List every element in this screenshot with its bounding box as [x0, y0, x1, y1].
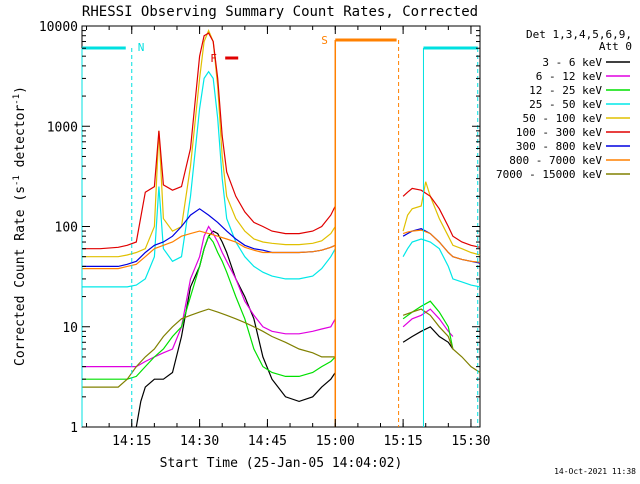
x-tick-label: 14:30 [180, 434, 219, 449]
series-line-7000-15000-kev-before-gap [82, 308, 336, 388]
marker-label-f: F [210, 52, 217, 65]
x-tick-label: 14:15 [112, 434, 151, 449]
legend-label-6-12-kev: 6 - 12 keV [536, 70, 603, 83]
y-axis-label-end: ) [13, 86, 28, 94]
legend-label-50-100-kev: 50 - 100 keV [523, 112, 603, 125]
x-tick-label: 15:00 [316, 434, 355, 449]
series-line-12-25-kev-after-gap [402, 300, 454, 350]
legend-label-300-800-kev: 300 - 800 keV [516, 140, 602, 153]
overlay-layer: N F S [81, 34, 479, 427]
legend-label-25-50-kev: 25 - 50 keV [529, 98, 602, 111]
y-axis-label: Corrected Count Rate (s-1 detector-1) [12, 86, 28, 366]
series-line-6-12-kev-before-gap [82, 225, 336, 368]
y-tick-label: 10000 [39, 20, 78, 35]
y-axis-label-sup2: -1 [12, 94, 22, 105]
y-tick-label: 100 [55, 221, 78, 236]
x-tick-label: 15:30 [451, 434, 490, 449]
chart-title: RHESSI Observing Summary Count Rates, Co… [82, 4, 478, 20]
series-line-100-300-kev-after-gap [402, 187, 481, 248]
series-line-50-100-kev-before-gap [82, 29, 336, 258]
series-line-3-6-kev-before-gap [135, 230, 336, 428]
legend-label-800-7000-kev: 800 - 7000 keV [509, 154, 602, 167]
y-axis-label-sup1: -1 [12, 175, 22, 186]
x-tick-label: 14:45 [248, 434, 287, 449]
legend-title-detectors: Det 1,3,4,5,6,9, [526, 28, 632, 41]
series-line-6-12-kev-after-gap [402, 308, 454, 337]
footer-timestamp: 14-Oct-2021 11:38 [554, 467, 636, 476]
tick-layer: 1 10 100 1000 10000 14:15 14:30 14:45 15:00 15:15… [39, 20, 491, 449]
marker-label-n: N [138, 41, 145, 54]
y-tick-label: 10 [62, 321, 78, 336]
series-line-7000-15000-kev-after-gap [402, 308, 481, 374]
legend-label-12-25-kev: 12 - 25 keV [529, 84, 602, 97]
series-line-12-25-kev-before-gap [82, 234, 336, 380]
y-axis-label-mid: detector [13, 105, 28, 176]
legend-label-3-6-kev: 3 - 6 keV [542, 56, 602, 69]
legend-label-7000-15000-kev: 7000 - 15000 keV [496, 168, 602, 181]
series-line-25-50-kev-before-gap [82, 70, 336, 288]
y-tick-label: 1000 [47, 120, 78, 135]
series-layer [82, 29, 481, 428]
series-line-50-100-kev-after-gap [402, 181, 481, 256]
marker-label-s: S [321, 34, 328, 47]
legend-title-attenuator: Att 0 [599, 40, 632, 53]
x-tick-label: 15:15 [384, 434, 423, 449]
plot-frame [81, 25, 481, 428]
series-line-25-50-kev-after-gap [402, 238, 481, 288]
series-line-800-7000-kev-after-gap [402, 229, 481, 263]
series-line-3-6-kev-after-gap [402, 326, 454, 350]
y-axis-label-start: Corrected Count Rate (s [13, 186, 28, 366]
y-tick-label: 1 [70, 421, 78, 436]
series-line-800-7000-kev-before-gap [82, 230, 336, 270]
series-line-100-300-kev-before-gap [82, 32, 336, 250]
legend-label-100-300-kev: 100 - 300 keV [516, 126, 602, 139]
x-axis-label: Start Time (25-Jan-05 14:04:02) [160, 456, 403, 471]
series-line-300-800-kev-after-gap [402, 228, 481, 264]
